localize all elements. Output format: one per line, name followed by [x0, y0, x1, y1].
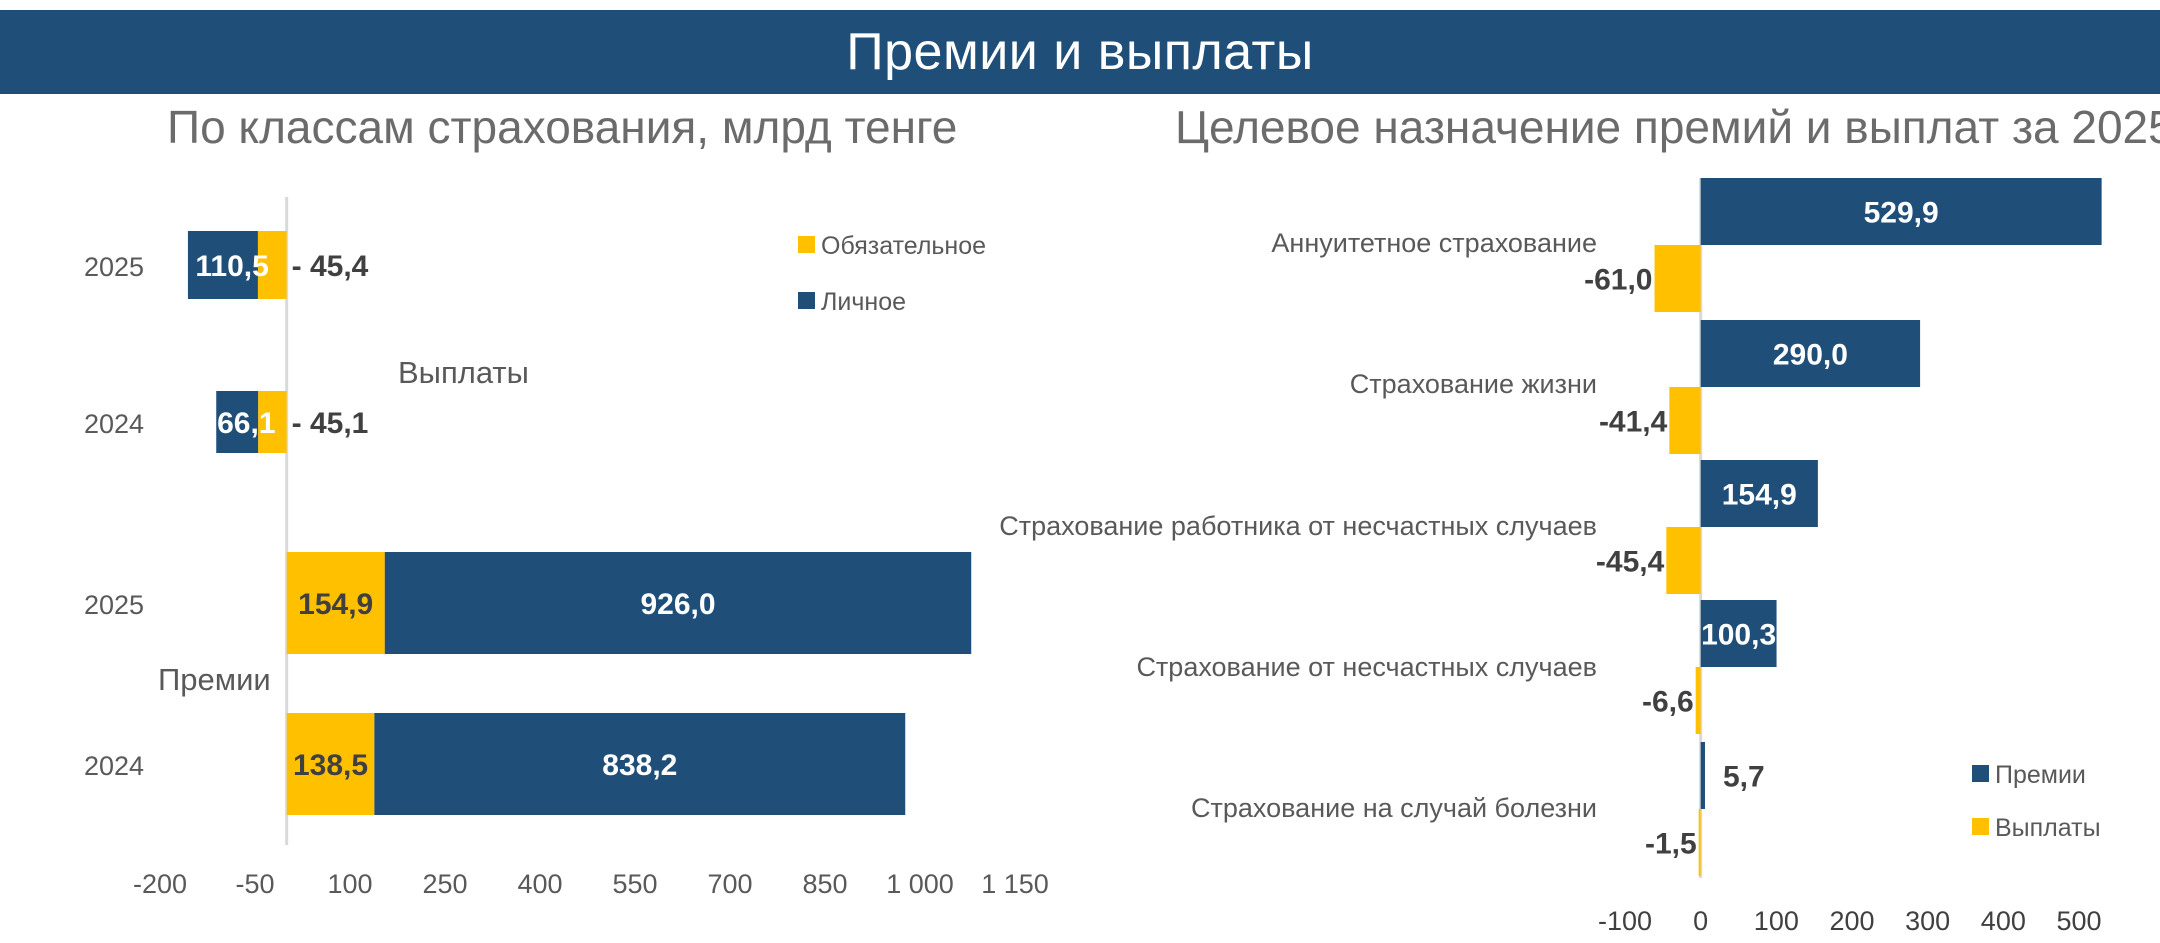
- bar-mandatory-0: [257, 231, 287, 299]
- legend-label-premiums: Премии: [1995, 761, 2086, 789]
- data-label-payout-1: -41,4: [1599, 406, 1668, 439]
- bar-payout-2: [1666, 527, 1701, 594]
- bar-payout-0: [1654, 245, 1701, 312]
- data-label-mandatory-2: 154,9: [298, 588, 373, 621]
- x-tick-label-0: -200: [133, 869, 187, 899]
- bar-personal-3: [374, 713, 906, 815]
- x-tick-label-1: -50: [235, 869, 274, 899]
- data-label-payout-0: -61,0: [1584, 264, 1652, 297]
- legend-swatch-premiums: [1972, 765, 1989, 782]
- bar-personal-0: [187, 231, 258, 299]
- bar-premium-1: [1700, 320, 1921, 387]
- page-banner: Премии и выплаты: [0, 10, 2160, 94]
- x-tick-label-8: 1 000: [886, 869, 954, 899]
- x-tick-label-7: 850: [802, 869, 847, 899]
- bar-mandatory-2: [286, 552, 385, 654]
- legend-label-mandatory: Обязательное: [821, 232, 986, 260]
- data-label-payout-3: -6,6: [1642, 686, 1694, 719]
- x-tick-label-2: 100: [327, 869, 372, 899]
- x-tick-label-2: 100: [1754, 906, 1799, 936]
- data-label-mandatory-1: - 45,1: [292, 407, 369, 440]
- data-label-personal-3: 838,2: [602, 749, 677, 782]
- x-tick-label-9: 1 150: [981, 869, 1049, 899]
- x-tick-label-4: 300: [1905, 906, 1950, 936]
- bar-personal-2: [384, 552, 972, 654]
- legend-swatch-mandatory: [798, 236, 815, 253]
- category-label-0: 2025: [84, 252, 144, 282]
- data-label-personal-0: - 110,5: [177, 250, 269, 283]
- category-label-3: 2024: [84, 751, 144, 781]
- x-tick-label-0: -100: [1598, 906, 1652, 936]
- category-label-0: Аннуитетное страхование: [1271, 228, 1597, 258]
- legend-swatch-payouts: [1972, 818, 1989, 835]
- category-label-3: Страхование от несчастных случаев: [1136, 652, 1597, 682]
- page-title: Премии и выплаты: [846, 23, 1314, 81]
- bar-premium-2: [1700, 460, 1818, 527]
- bar-premium-3: [1700, 600, 1777, 667]
- bar-payout-4: [1698, 809, 1701, 876]
- x-tick-label-3: 200: [1829, 906, 1874, 936]
- category-label-2: Страхование работника от несчастных случ…: [999, 511, 1597, 541]
- data-label-premium-0: 529,9: [1864, 197, 1939, 230]
- x-tick-label-4: 400: [517, 869, 562, 899]
- classes-chart: 2025 - 45,4 - 110,5 2024 - 45,1 - 66,1 2025 154…: [84, 197, 1049, 899]
- data-label-mandatory-0: - 45,4: [292, 250, 369, 283]
- bar-personal-1: [216, 391, 259, 453]
- x-tick-label-5: 400: [1981, 906, 2026, 936]
- data-label-premium-3: 100,3: [1701, 619, 1776, 652]
- category-label-1: 2024: [84, 409, 144, 439]
- data-label-payout-2: -45,4: [1596, 546, 1665, 579]
- legend-label-payouts: Выплаты: [1995, 814, 2101, 842]
- bar-mandatory-3: [286, 713, 375, 815]
- x-tick-label-5: 550: [612, 869, 657, 899]
- x-tick-label-1: 0: [1693, 906, 1708, 936]
- chart1-title: По классам страхования, млрд тенге: [167, 101, 958, 153]
- data-label-personal-1: - 66,1: [199, 407, 276, 440]
- bar-payout-1: [1669, 387, 1701, 454]
- x-tick-label-6: 500: [2056, 906, 2101, 936]
- data-label-premium-2: 154,9: [1722, 479, 1797, 512]
- data-label-premium-4: 5,7: [1723, 761, 1765, 794]
- bar-payout-3: [1695, 667, 1701, 734]
- x-tick-label-6: 700: [707, 869, 752, 899]
- category-label-4: Страхование на случай болезни: [1191, 793, 1597, 823]
- chart2-title: Целевое назначение премий и выплат за 20…: [1175, 101, 2160, 153]
- bar-mandatory-1: [258, 391, 287, 453]
- x-tick-label-3: 250: [422, 869, 467, 899]
- bar-premium-0: [1700, 178, 2102, 245]
- legend-swatch-personal: [798, 292, 815, 309]
- group-label-payouts: Выплаты: [398, 355, 529, 390]
- bar-premium-4: [1700, 742, 1705, 809]
- data-label-premium-1: 290,0: [1773, 339, 1848, 372]
- legend-label-personal: Личное: [821, 288, 906, 316]
- category-label-2: 2025: [84, 590, 144, 620]
- category-label-1: Страхование жизни: [1350, 369, 1597, 399]
- data-label-personal-2: 926,0: [640, 588, 715, 621]
- data-label-mandatory-3: 138,5: [293, 749, 368, 782]
- data-label-payout-4: -1,5: [1645, 828, 1697, 861]
- group-label-premiums: Премии: [158, 662, 271, 697]
